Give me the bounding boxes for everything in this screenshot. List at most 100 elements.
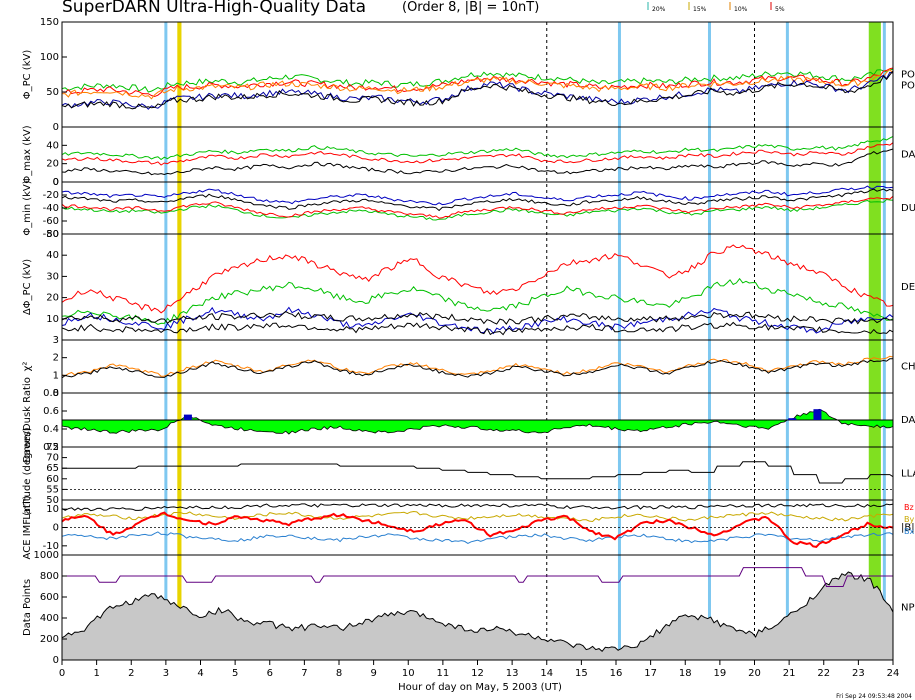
panel-tag: |B| <box>901 523 915 534</box>
panel-phi_max: 0 20 40 Φ_max (kV) DAY <box>22 125 915 188</box>
panel-plot <box>62 408 893 435</box>
panel-tag: LLA <box>901 469 915 480</box>
panel-tag: DE <box>901 282 915 293</box>
x-tick-label: 17 <box>644 668 657 679</box>
y-tick-label: 0 <box>53 177 59 188</box>
panel-tag: PO <box>901 81 915 92</box>
y-tick-label: 30 <box>46 271 59 282</box>
y-tick-label: 40 <box>46 250 59 261</box>
panel-tag: PO <box>901 70 915 81</box>
panel-tag: DAY <box>901 415 915 426</box>
y-tick-label: 50 <box>46 229 59 240</box>
y-tick-label: 1 <box>53 370 59 381</box>
series-line <box>62 70 893 110</box>
x-tick-label: 9 <box>370 668 376 679</box>
series-line <box>62 195 893 219</box>
storm-band <box>177 22 182 660</box>
legend: 20% 15% 10% 5% <box>647 2 785 13</box>
x-tick-label: 10 <box>402 668 415 679</box>
series-line <box>62 198 893 221</box>
y-tick-label: 200 <box>40 634 59 645</box>
y-tick-label: 20 <box>46 293 59 304</box>
panel-tag: DAY <box>901 150 915 161</box>
x-tick-label: 18 <box>679 668 692 679</box>
series-line <box>62 68 893 100</box>
panel-tag: DU <box>901 203 915 214</box>
y-tick-label: -60 <box>43 216 59 227</box>
x-tick-label: 19 <box>714 668 727 679</box>
series-line <box>62 321 893 336</box>
panel-delta_phi_pc: 10 20 30 40 50 ΔΦ_PC (kV) DE <box>22 229 915 341</box>
panel-plot <box>62 67 893 110</box>
y-tick-label: 75 <box>46 442 59 453</box>
series-line <box>62 531 893 544</box>
legend-label: 5% <box>775 6 785 13</box>
panel-frame <box>61 181 894 235</box>
timestamp: Fri Sep 24 09:53:48 2004 <box>836 693 912 700</box>
x-tick-label: 11 <box>437 668 450 679</box>
series-line <box>62 358 893 379</box>
y-tick-label: 70 <box>46 453 59 464</box>
legend-label: 15% <box>693 6 707 13</box>
series-line <box>62 188 893 212</box>
x-tick-label: 5 <box>232 668 238 679</box>
x-tick-label: 23 <box>852 668 865 679</box>
series-line <box>62 67 893 98</box>
panel-tag: NP <box>901 603 915 614</box>
panel-plot <box>62 135 893 176</box>
y-tick-label: 1000 <box>34 550 59 561</box>
x-tick-label: 21 <box>783 668 796 679</box>
y-tick-label: 0 <box>53 177 59 188</box>
x-tick-label: 6 <box>267 668 273 679</box>
x-tick-label: 0 <box>59 668 65 679</box>
panel-plot <box>62 503 893 548</box>
y-tick-label: 0.8 <box>43 388 59 399</box>
imf-component-label: Bx <box>904 527 914 536</box>
panel-plot <box>62 185 893 221</box>
series-line <box>62 148 893 176</box>
y-tick-label: 0 <box>53 388 59 399</box>
x-tick-label: 15 <box>575 668 588 679</box>
y-tick-label: 60 <box>46 474 59 485</box>
imf-component-label: By <box>904 515 914 524</box>
y-tick-label: 600 <box>40 592 59 603</box>
x-tick-label: 13 <box>506 668 519 679</box>
series-line <box>62 511 893 548</box>
y-tick-label: 2 <box>53 353 59 364</box>
y-tick-label: -10 <box>43 541 59 552</box>
y-tick-label: 50 <box>46 495 59 506</box>
panel-chi2: 0 1 2 3 χ² CH <box>22 335 915 399</box>
y-tick-label: 20 <box>46 159 59 170</box>
y-axis-label: χ² <box>22 362 33 372</box>
y-tick-label: -20 <box>43 190 59 201</box>
panel-frame <box>61 446 894 501</box>
y-axis-label: Φ_max (kV) <box>22 125 33 183</box>
series-line <box>62 510 893 523</box>
y-axis-label: ACE IMF (nT) <box>22 495 33 559</box>
y-tick-label: 0 <box>53 122 59 133</box>
ratio-area <box>62 408 893 435</box>
x-tick-label: 16 <box>610 668 623 679</box>
y-tick-label: 10 <box>46 504 59 515</box>
datapoints-area <box>62 571 893 660</box>
y-tick-label: 400 <box>40 613 59 624</box>
y-tick-label: 50 <box>46 87 59 98</box>
npoints-line <box>62 567 893 587</box>
panel-frame <box>61 21 894 128</box>
panel-frame <box>61 339 894 394</box>
y-tick-label: 0.6 <box>43 406 59 417</box>
y-axis-label: Φ_min (kV) <box>22 180 33 235</box>
x-tick-label: 22 <box>817 668 830 679</box>
y-tick-label: 0.4 <box>43 424 59 435</box>
panel-dawn_dusk_ratio: 0.2 0.4 0.6 0.8 Dawn/Dusk Ratio DAY <box>22 377 915 463</box>
panel-plot <box>62 355 893 379</box>
y-tick-label: 0.2 <box>43 442 59 453</box>
series-line <box>62 135 893 161</box>
legend-label: 10% <box>734 6 748 13</box>
x-tick-label: 14 <box>540 668 553 679</box>
x-tick-label: 24 <box>887 668 900 679</box>
panel-plot <box>62 244 893 336</box>
series-line <box>62 185 893 206</box>
